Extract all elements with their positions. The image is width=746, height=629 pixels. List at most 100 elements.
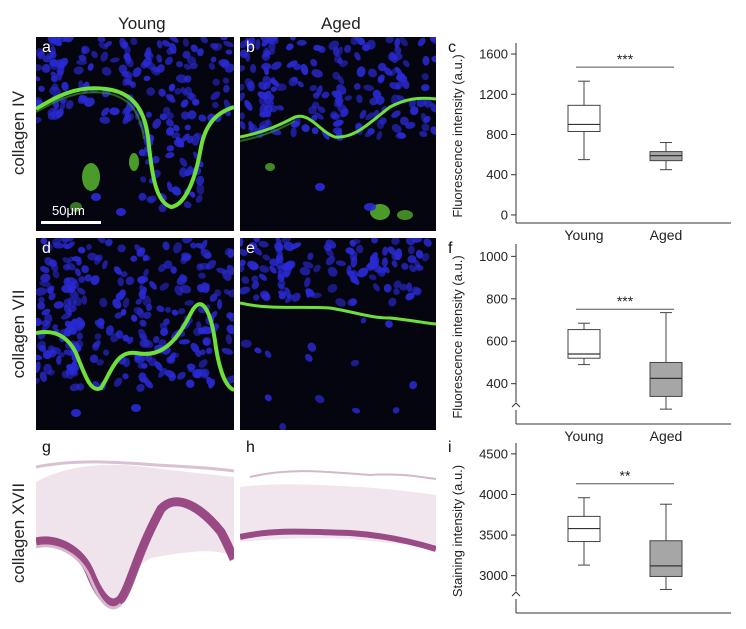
cell-nucleus [152, 118, 162, 129]
cell-nucleus [172, 124, 180, 132]
cell-nucleus [59, 101, 66, 112]
cell-nucleus [379, 117, 387, 125]
cell-nucleus [311, 101, 320, 109]
chart-c: c Fluorescence intensity (a.u.) 0 400 800 12… [446, 37, 742, 243]
cell-nucleus [145, 354, 152, 362]
cell-nucleus [117, 277, 124, 287]
cell-nucleus [104, 41, 113, 48]
cell-nucleus [185, 165, 193, 177]
cell-nucleus [78, 94, 89, 102]
cell-nucleus [119, 37, 128, 50]
cell-nucleus [411, 286, 420, 295]
cell-nucleus [355, 244, 364, 254]
cell-nucleus [200, 282, 210, 293]
cell-nucleus [100, 51, 109, 62]
cell-nucleus [66, 238, 74, 242]
cell-nucleus [223, 40, 234, 48]
cell-nucleus [252, 246, 263, 256]
cell-nucleus [271, 37, 279, 42]
cell-nucleus [240, 112, 245, 120]
column-header-aged: Aged [321, 14, 361, 33]
cell-nucleus [124, 45, 131, 55]
cell-nucleus [248, 123, 258, 134]
chart-label-f: f [448, 240, 453, 257]
cell-nucleus [259, 265, 270, 273]
cell-nucleus [281, 238, 292, 244]
cell-nucleus [254, 347, 262, 354]
cell-nucleus [158, 204, 167, 213]
x-category-label: Aged [650, 428, 683, 444]
cell-nucleus [225, 334, 232, 345]
cell-nucleus [156, 64, 165, 73]
panel-label-e: e [246, 240, 255, 257]
cell-nucleus [201, 326, 212, 335]
cell-nucleus [363, 84, 375, 92]
cell-nucleus [171, 132, 181, 139]
cell-nucleus [122, 297, 130, 309]
cell-nucleus [365, 112, 375, 121]
cell-nucleus [313, 264, 321, 273]
cell-nucleus [337, 58, 343, 65]
cell-nucleus [96, 359, 104, 366]
cell-nucleus [194, 132, 204, 140]
cell-nucleus [197, 48, 204, 57]
cell-nucleus [178, 339, 191, 345]
cell-nucleus [75, 318, 83, 330]
cell-nucleus [145, 61, 157, 71]
cell-nucleus [139, 319, 147, 327]
box-iqr [649, 540, 683, 577]
micrograph-collagen-xvii-aged: h [240, 437, 436, 623]
micrograph-collagen-vii-young: d [36, 238, 234, 430]
significance-label: *** [617, 51, 634, 67]
row-label-collagen-xvii: collagen XVII [9, 482, 28, 584]
significance-label: *** [617, 293, 634, 309]
cell-nucleus [190, 342, 200, 353]
cell-nucleus [399, 37, 408, 47]
micrograph-g-image [36, 437, 234, 623]
cell-nucleus [417, 37, 426, 47]
chart-c-svg: Fluorescence intensity (a.u.) 0 400 800 1200… [450, 43, 731, 243]
cell-nucleus [99, 116, 111, 124]
x-category-label: Young [564, 227, 603, 243]
cell-nucleus [402, 60, 410, 68]
cell-nucleus [368, 68, 377, 78]
panel-label-a: a [42, 39, 51, 56]
y-tick-label: 800 [486, 127, 508, 142]
chart-label-i: i [448, 439, 452, 456]
cell-nucleus [36, 287, 47, 296]
cell-nucleus [124, 79, 134, 86]
cell-nucleus [317, 106, 326, 114]
cell-nucleus [296, 39, 307, 46]
cell-nucleus [61, 238, 70, 243]
cell-nucleus [36, 354, 43, 361]
cell-nucleus [166, 127, 175, 136]
cell-nucleus [423, 115, 431, 123]
cell-nucleus [36, 377, 40, 385]
cell-nucleus [255, 39, 261, 50]
axis-break-mark [511, 591, 521, 597]
cell-nucleus [53, 242, 65, 249]
cell-nucleus [258, 240, 269, 248]
cell-nucleus [307, 252, 314, 261]
cell-nucleus [327, 283, 338, 293]
panel-label-b: b [246, 39, 255, 56]
cell-nucleus [101, 107, 110, 117]
cell-nucleus [205, 347, 213, 355]
cell-nucleus [355, 122, 363, 130]
cell-nucleus [376, 131, 383, 141]
cell-nucleus [377, 62, 387, 72]
cell-nucleus [357, 267, 369, 278]
cell-nucleus [163, 260, 173, 269]
cell-nucleus [183, 63, 191, 70]
cell-nucleus [359, 109, 367, 119]
cell-nucleus [382, 266, 390, 274]
x-category-label: Aged [650, 227, 683, 243]
cell-nucleus [50, 75, 58, 83]
cell-nucleus [138, 328, 147, 340]
cell-nucleus [251, 281, 260, 290]
cell-nucleus [382, 246, 389, 256]
cell-nucleus [421, 73, 429, 81]
cell-nucleus [52, 324, 58, 330]
cell-nucleus [218, 58, 230, 67]
cell-nucleus [284, 294, 294, 304]
